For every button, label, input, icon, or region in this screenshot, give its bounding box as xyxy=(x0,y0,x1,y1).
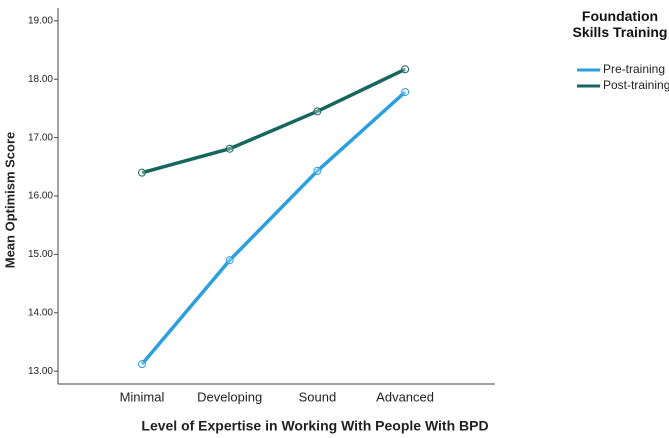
y-tick-label: 13.00 xyxy=(28,366,53,377)
y-tick-label: 17.00 xyxy=(28,132,53,143)
y-tick-label: 14.00 xyxy=(28,307,53,318)
y-tick-label: 16.00 xyxy=(28,191,53,202)
y-tick-label: 19.00 xyxy=(28,15,53,26)
x-tick-label: Advanced xyxy=(376,389,434,404)
series-line xyxy=(141,67,406,175)
point xyxy=(138,360,146,369)
point xyxy=(313,107,322,116)
point xyxy=(225,256,234,265)
y-tick-label: 18.00 xyxy=(28,74,53,85)
y-tick-label: 15.00 xyxy=(28,249,53,260)
series-line xyxy=(140,90,407,366)
x-tick-label: Developing xyxy=(197,389,262,404)
point xyxy=(313,166,322,175)
legend-label: Post-training xyxy=(603,78,669,92)
x-tick-label: Minimal xyxy=(120,389,165,404)
point xyxy=(401,65,410,74)
legend-title: Foundation Skills Training xyxy=(572,8,668,40)
point xyxy=(138,168,146,177)
point xyxy=(225,144,234,153)
y-axis-label: Mean Optimism Score xyxy=(2,132,17,269)
point xyxy=(401,88,410,97)
x-tick-label: Sound xyxy=(299,389,337,404)
legend-label: Pre-training xyxy=(603,62,665,76)
x-axis-label: Level of Expertise in Working With Peopl… xyxy=(141,418,488,434)
